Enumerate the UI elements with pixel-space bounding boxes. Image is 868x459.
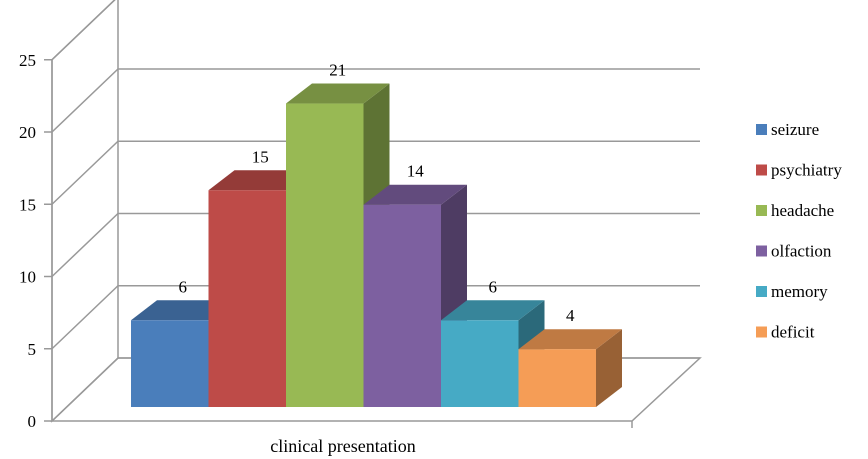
side-wall [51,0,119,423]
y-tick-label: 15 [19,195,36,214]
bar-deficit [518,329,622,407]
bars [131,83,622,408]
gridline-15 [51,140,700,205]
bar-side [596,329,622,407]
data-label-olfaction: 14 [407,162,425,181]
bar-front [518,349,596,407]
legend: seizure psychiatry headache olfaction memory… [756,120,842,342]
bar-front [441,320,519,407]
legend-swatch-memory [756,286,767,297]
legend-label-psychiatry: psychiatry [771,161,842,180]
y-tick-label: 0 [28,412,37,431]
y-tick-label: 5 [28,340,37,359]
legend-swatch-headache [756,205,767,216]
y-tick-label: 25 [19,51,36,70]
x-axis-label: clinical presentation [270,436,415,456]
legend-swatch-psychiatry [756,164,767,176]
legend-label-olfaction: olfaction [771,242,832,261]
bar-front [363,204,441,407]
data-labels: 6 15 21 14 6 4 [179,61,576,326]
gridline-10 [51,212,700,278]
bar-top [441,300,545,321]
y-axis: 0 5 10 15 20 25 [19,51,633,431]
data-label-psychiatry: 15 [252,147,269,166]
bar-top [363,184,467,205]
data-label-seizure: 6 [179,277,188,296]
bar-top [518,329,622,350]
y-tick-label: 20 [19,123,36,142]
legend-label-memory: memory [771,282,828,301]
gridlines [51,0,700,422]
gridline-5 [51,285,700,350]
legend-label-deficit: deficit [771,323,815,342]
legend-label-headache: headache [771,201,834,220]
data-label-headache: 21 [329,61,346,80]
gridline-20 [51,68,700,133]
bar-front [286,103,364,408]
legend-swatch-seizure [756,124,767,135]
legend-swatch-olfaction [756,245,767,257]
legend-label-seizure: seizure [771,120,819,139]
bar-front [208,190,286,407]
bar-front [131,320,209,407]
y-tick-label: 10 [19,268,36,287]
legend-swatch-deficit [756,326,767,338]
data-label-deficit: 4 [566,306,575,325]
gridline-25 [51,0,116,61]
bar-top [286,83,390,104]
data-label-memory: 6 [489,277,498,296]
